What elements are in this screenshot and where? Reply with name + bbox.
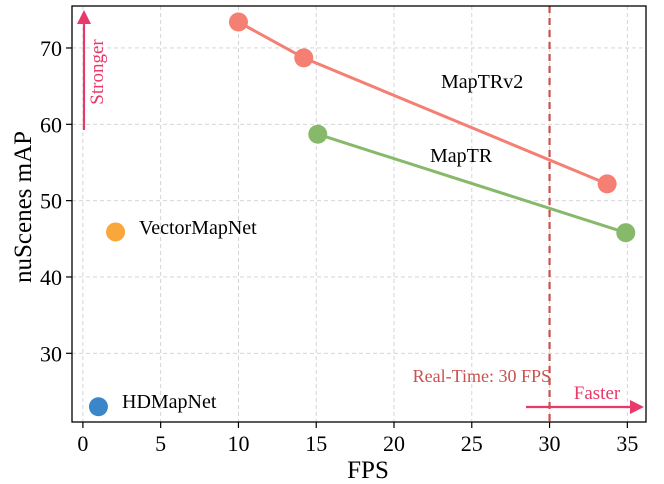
y-tick-label: 50 bbox=[40, 189, 62, 214]
y-tick-label: 60 bbox=[40, 112, 62, 137]
x-tick-label: 25 bbox=[461, 431, 483, 456]
maptrv2-point bbox=[294, 48, 314, 68]
x-tick-label: 20 bbox=[383, 431, 405, 456]
axis-ticks: 0 5 10 15 20 25 30 35 30 40 50 60 70 bbox=[40, 36, 638, 456]
hdmapnet-point bbox=[88, 397, 108, 417]
x-tick-label: 30 bbox=[539, 431, 561, 456]
maptr-point bbox=[308, 124, 328, 144]
maptrv2-point bbox=[597, 174, 617, 194]
faster-label: Faster bbox=[574, 383, 621, 404]
y-tick-label: 40 bbox=[40, 265, 62, 290]
stronger-label: Stronger bbox=[87, 39, 108, 105]
stronger-arrow bbox=[77, 10, 91, 130]
series-layer bbox=[88, 12, 636, 417]
maptr-label: MapTR bbox=[430, 145, 493, 167]
y-tick-label: 30 bbox=[40, 341, 62, 366]
x-tick-label: 0 bbox=[77, 431, 88, 456]
hdmapnet-label: HDMapNet bbox=[122, 391, 217, 413]
plot-frame bbox=[71, 5, 647, 423]
x-tick-label: 5 bbox=[155, 431, 166, 456]
y-axis-label: nuScenes mAP bbox=[10, 131, 37, 283]
x-tick-label: 35 bbox=[616, 431, 638, 456]
y-tick-label: 70 bbox=[40, 36, 62, 61]
x-tick-label: 10 bbox=[227, 431, 249, 456]
maptr-point bbox=[616, 223, 636, 243]
vectormapnet-label: VectorMapNet bbox=[139, 217, 257, 239]
x-tick-label: 15 bbox=[305, 431, 327, 456]
maptr-line bbox=[317, 132, 627, 235]
faster-arrow bbox=[526, 400, 644, 414]
vectormapnet-point bbox=[106, 222, 126, 242]
maptrv2-point bbox=[228, 12, 248, 32]
maptrv2-label: MapTRv2 bbox=[441, 71, 523, 93]
realtime-label: Real-Time: 30 FPS bbox=[413, 366, 551, 386]
x-axis-label: FPS bbox=[347, 457, 389, 484]
